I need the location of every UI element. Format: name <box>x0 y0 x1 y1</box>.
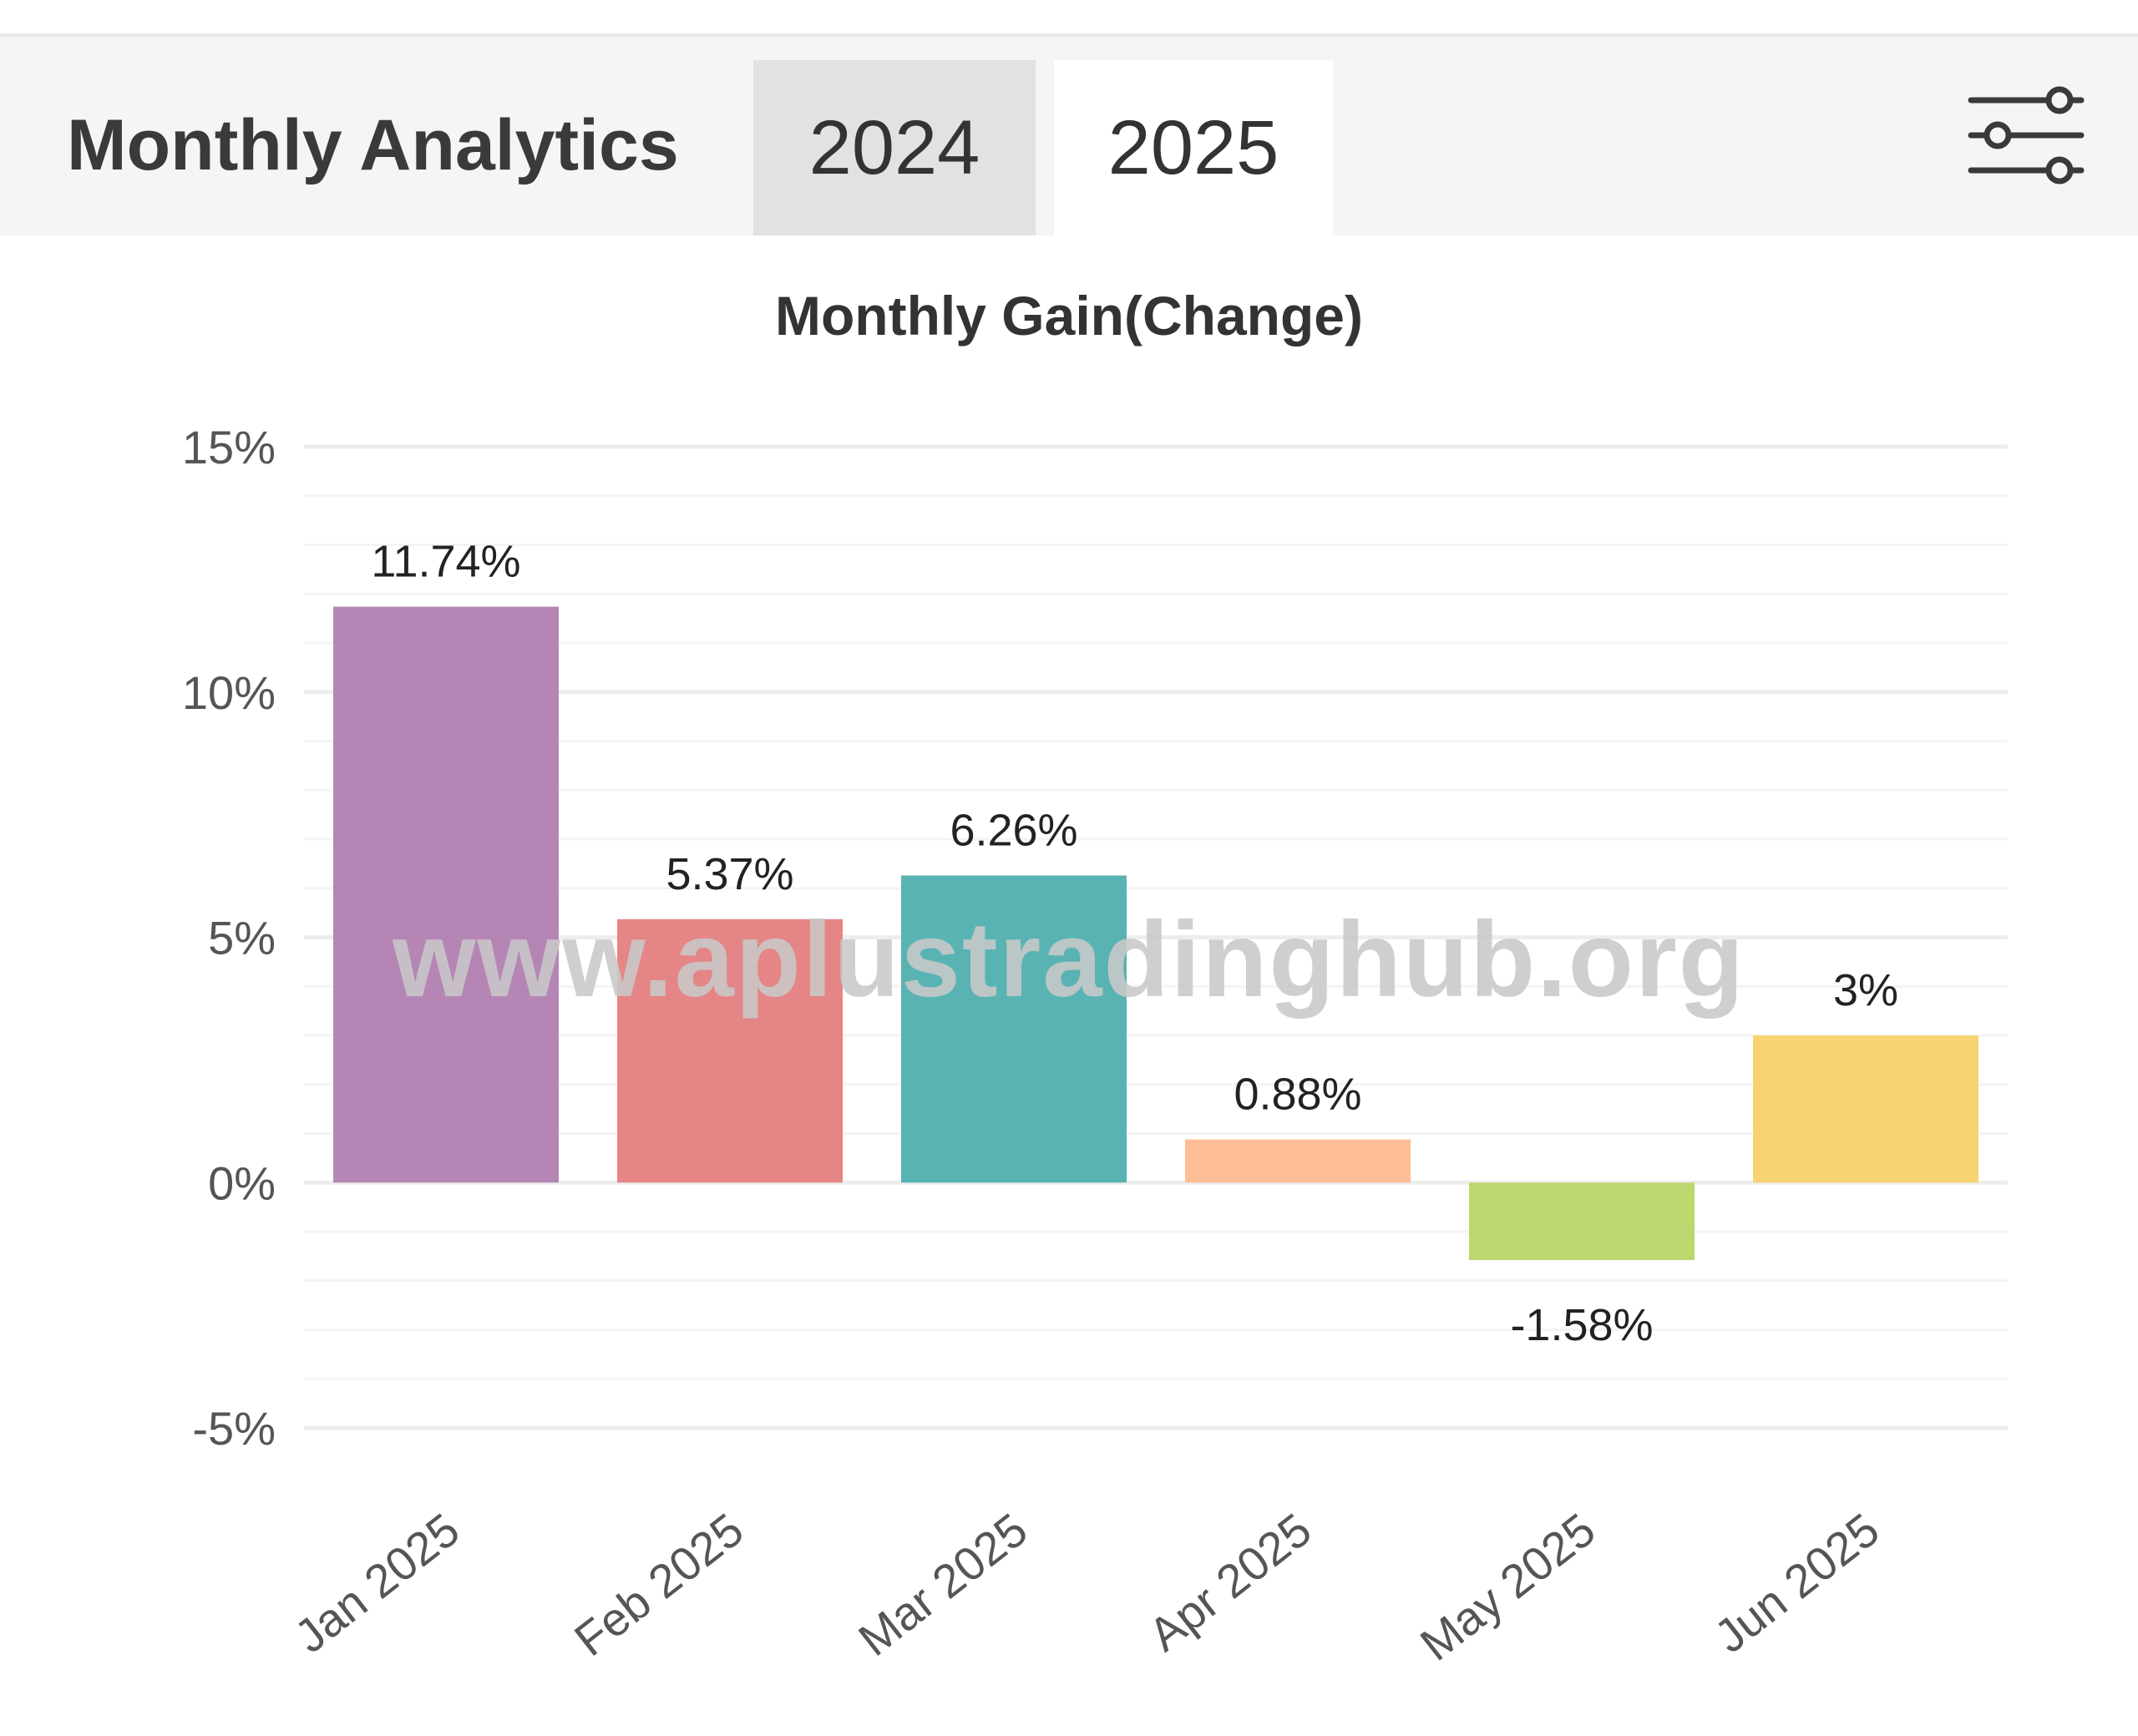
chart-title: Monthly Gain(Change) <box>775 285 1363 347</box>
bar-apr-2025 <box>1185 1139 1411 1183</box>
y-tick-label: 0% <box>208 1156 276 1209</box>
x-tick-label: May 2025 <box>1411 1503 1605 1671</box>
bar-jan-2025 <box>333 606 559 1183</box>
y-tick-label: 5% <box>208 912 276 964</box>
data-label: 3% <box>1833 965 1898 1015</box>
y-tick-label: 15% <box>182 421 276 473</box>
bar-jun-2025 <box>1753 1035 1978 1183</box>
data-label: -1.58% <box>1510 1300 1653 1350</box>
top-divider <box>0 33 2138 37</box>
y-tick-label: 10% <box>182 666 276 719</box>
page-title: Monthly Analytics <box>67 105 679 185</box>
y-tick-label: -5% <box>192 1402 276 1455</box>
bar-feb-2025 <box>617 919 843 1183</box>
data-label: 6.26% <box>950 805 1077 855</box>
tab-2025[interactable]: 2025 <box>1054 60 1333 235</box>
bar-mar-2025 <box>901 875 1127 1183</box>
x-tick-label: Apr 2025 <box>1139 1503 1321 1662</box>
tab-2024[interactable]: 2024 <box>753 60 1036 235</box>
tab-2025-label: 2025 <box>1107 104 1279 190</box>
bar-may-2025 <box>1469 1182 1695 1261</box>
tab-2024-label: 2024 <box>808 104 980 190</box>
x-tick-label: Mar 2025 <box>849 1503 1036 1666</box>
data-label: 0.88% <box>1234 1070 1361 1120</box>
sliders-icon-graphic <box>1968 86 2085 185</box>
data-label: 5.37% <box>666 849 793 899</box>
x-tick-label: Jan 2025 <box>285 1503 469 1663</box>
x-tick-label: Feb 2025 <box>565 1503 752 1666</box>
x-tick-label: Jun 2025 <box>1705 1503 1888 1663</box>
sliders-icon[interactable] <box>1968 84 2085 187</box>
data-label: 11.74% <box>371 537 520 587</box>
